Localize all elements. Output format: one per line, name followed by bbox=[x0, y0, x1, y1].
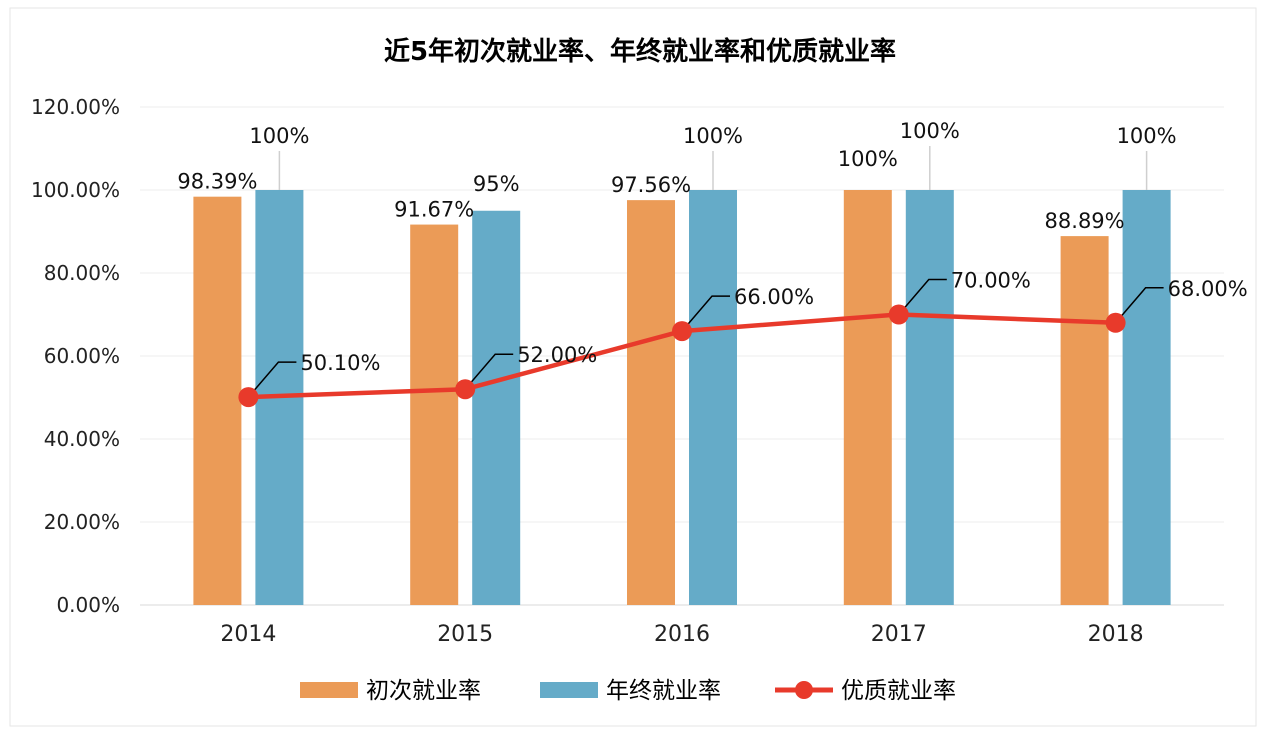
bar-data-label: 97.56% bbox=[611, 173, 691, 197]
bar-data-label: 100% bbox=[683, 124, 743, 148]
bar-初次就业率 bbox=[410, 224, 459, 605]
y-tick-label: 120.00% bbox=[31, 95, 120, 119]
bar-data-label: 91.67% bbox=[394, 198, 474, 222]
label-leader bbox=[1115, 287, 1164, 324]
x-tick-label: 2015 bbox=[437, 622, 493, 647]
bar-data-label: 100% bbox=[900, 119, 960, 143]
legend-label: 初次就业率 bbox=[366, 678, 481, 704]
grid-layer bbox=[140, 106, 1224, 606]
line-point bbox=[888, 304, 909, 325]
y-tick-label: 20.00% bbox=[44, 510, 120, 534]
bar-年终就业率 bbox=[689, 190, 737, 605]
bar-data-label: 98.39% bbox=[177, 170, 257, 194]
label-leader bbox=[247, 361, 297, 398]
bar-data-label: 100% bbox=[249, 124, 309, 148]
leader-layer bbox=[247, 146, 1164, 398]
label-layer: 0.00% 20.00% 40.00% 60.00% 80.00% 100.00% 120.… bbox=[31, 95, 1248, 647]
line-data-label: 50.10% bbox=[300, 351, 380, 375]
y-tick-label: 80.00% bbox=[44, 261, 120, 285]
legend: 初次就业率 年终就业率 优质就业率 bbox=[300, 678, 956, 704]
legend-marker bbox=[795, 681, 813, 699]
bar-年终就业率 bbox=[472, 210, 521, 605]
bar-年终就业率 bbox=[905, 190, 954, 605]
x-tick-label: 2016 bbox=[654, 622, 710, 647]
bar-初次就业率 bbox=[193, 196, 242, 605]
y-tick-label: 40.00% bbox=[44, 427, 120, 451]
line-point bbox=[672, 321, 692, 342]
legend-label: 优质就业率 bbox=[841, 678, 956, 704]
legend-label: 年终就业率 bbox=[606, 678, 721, 704]
bar-data-label: 88.89% bbox=[1045, 209, 1125, 233]
y-tick-label: 60.00% bbox=[44, 344, 120, 368]
legend-item: 优质就业率 bbox=[775, 678, 956, 704]
y-tick-label: 0.00% bbox=[56, 593, 120, 617]
x-tick-label: 2014 bbox=[220, 622, 276, 647]
label-leader bbox=[681, 295, 730, 332]
bar-初次就业率 bbox=[843, 190, 892, 605]
legend-item: 初次就业率 bbox=[300, 678, 481, 704]
label-leader bbox=[464, 353, 514, 390]
bar-data-label: 100% bbox=[838, 147, 898, 171]
line-point bbox=[238, 387, 259, 408]
line-layer bbox=[238, 304, 1126, 408]
legend-swatch bbox=[300, 682, 358, 698]
x-tick-label: 2017 bbox=[871, 622, 927, 647]
y-tick-label: 100.00% bbox=[31, 178, 120, 202]
bar-初次就业率 bbox=[627, 200, 675, 605]
line-point bbox=[455, 379, 476, 400]
line-data-label: 68.00% bbox=[1168, 277, 1248, 301]
label-leader bbox=[898, 278, 947, 315]
line-data-label: 52.00% bbox=[517, 343, 597, 367]
bar-data-label: 95% bbox=[473, 172, 520, 196]
chart-title: 近5年初次就业率、年终就业率和优质就业率 bbox=[384, 36, 896, 67]
line-data-label: 70.00% bbox=[951, 269, 1031, 293]
legend-swatch bbox=[540, 682, 598, 698]
x-tick-label: 2018 bbox=[1088, 622, 1144, 647]
bar-data-label: 100% bbox=[1117, 124, 1177, 148]
line-point bbox=[1105, 312, 1126, 333]
legend-item: 年终就业率 bbox=[540, 678, 721, 704]
line-data-label: 66.00% bbox=[734, 285, 814, 309]
bar-初次就业率 bbox=[1060, 236, 1109, 605]
bar-年终就业率 bbox=[1122, 190, 1171, 605]
